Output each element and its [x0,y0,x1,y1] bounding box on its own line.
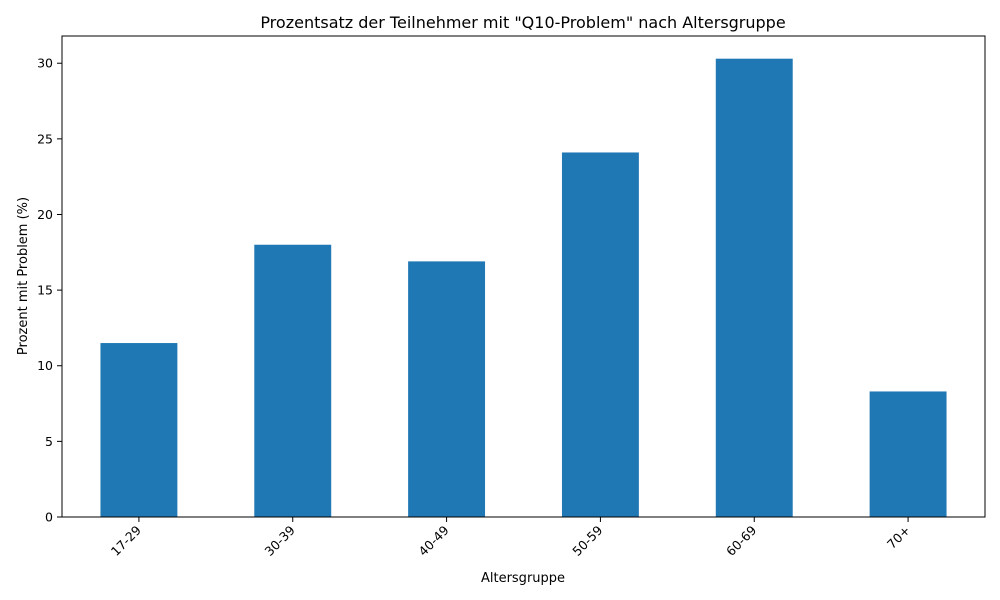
y-tick-label: 10 [37,358,53,373]
plot-frame [61,35,986,518]
y-axis: 0 5 10 15 20 25 30 [37,56,62,525]
x-tick-label: 17-29 [108,522,144,558]
x-tick-label: 30-39 [262,522,298,558]
y-tick-label: 0 [45,510,53,525]
x-tick-label: 40-49 [415,522,451,558]
bar-30-39 [254,244,332,518]
x-tick-label: 50-59 [569,522,605,558]
bar-70+ [869,391,947,517]
y-tick-label: 30 [37,56,53,71]
bar-40-49 [408,261,486,517]
y-tick-label: 25 [37,131,53,146]
x-tick-label: 70+ [884,523,913,552]
y-axis-label: Prozent mit Problem (%) [16,197,31,355]
y-tick-label: 20 [37,207,53,222]
bar-60-69 [715,58,793,517]
bar-17-29 [100,343,178,517]
bar-50-59 [561,152,639,517]
bars-group [100,58,947,518]
y-tick-label: 5 [45,434,53,449]
x-axis-label: Altersgruppe [481,571,565,586]
y-tick-label: 15 [37,283,53,298]
x-tick-label: 60-69 [723,522,759,558]
chart-title: Prozentsatz der Teilnehmer mit "Q10-Prob… [260,13,785,32]
x-axis: 17-29 30-39 40-49 50-59 60-69 70+ [108,517,913,559]
